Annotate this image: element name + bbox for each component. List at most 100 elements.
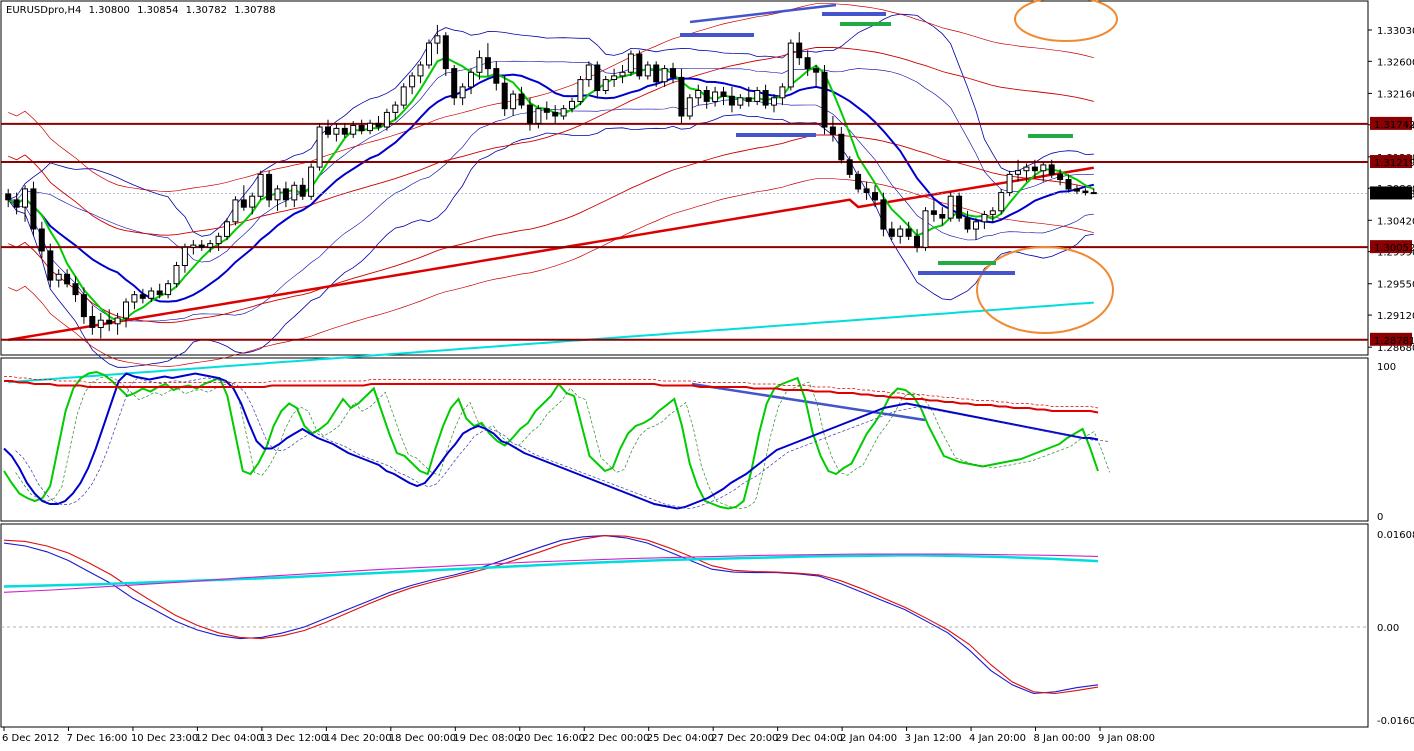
candle <box>888 228 895 237</box>
candle <box>661 68 668 83</box>
candle <box>771 97 777 106</box>
candle <box>493 68 500 84</box>
price-tick-label: 1.30420 <box>1377 216 1414 227</box>
level-label-box <box>1370 332 1412 346</box>
candle <box>745 97 752 102</box>
bollinger-mid-upper <box>8 60 1094 263</box>
price-tick-label: 1.32600 <box>1377 57 1414 68</box>
candle <box>619 71 626 77</box>
candle <box>299 184 306 197</box>
candle <box>1040 164 1047 172</box>
candle <box>350 125 357 135</box>
price-tick-label: 1.29120 <box>1377 311 1414 322</box>
stochastic-trendline <box>691 382 926 422</box>
candle <box>914 235 920 248</box>
stochastic-ma-signal <box>4 376 1099 409</box>
horizontal-levels <box>1 122 1368 341</box>
candle <box>653 64 660 83</box>
candle <box>981 214 988 223</box>
candle <box>1006 173 1013 194</box>
bollinger-lower <box>7 114 1094 368</box>
candle <box>1023 166 1030 172</box>
trendline-top <box>689 3 837 24</box>
level-label: 1.30052 <box>1374 243 1414 254</box>
current-price-box <box>1370 186 1412 200</box>
candle <box>956 195 963 219</box>
candle <box>198 244 205 248</box>
price-tick-label: 1.32160 <box>1377 89 1414 100</box>
time-tick-label: 10 Dec 23:00 <box>131 733 198 744</box>
candle <box>947 195 954 219</box>
oscillator-tick-label: 0.016086 <box>1377 530 1414 541</box>
candle <box>97 319 104 329</box>
price-panel[interactable] <box>0 0 1369 356</box>
candle <box>240 199 247 208</box>
oscillator-tick-label: -0.01608 <box>1377 716 1414 727</box>
candle <box>106 319 113 325</box>
candle <box>964 217 971 230</box>
candle <box>922 210 929 248</box>
annotation-circle-top <box>1014 0 1118 42</box>
candles <box>5 24 1097 339</box>
candle <box>232 199 239 223</box>
candle <box>131 294 138 303</box>
candle <box>787 42 794 88</box>
time-tick-label: 18 Dec 00:00 <box>389 733 456 744</box>
candle <box>1015 170 1021 175</box>
bollinger-upper <box>8 13 1094 237</box>
candle <box>114 317 121 325</box>
candle <box>703 90 710 102</box>
candle <box>627 53 634 73</box>
candle <box>156 290 163 296</box>
cyan-moving-average <box>8 301 1094 384</box>
candle <box>375 122 382 128</box>
current-price-label: 1.30788 <box>1374 189 1414 200</box>
candle <box>308 166 315 197</box>
header-low: 1.30782 <box>186 5 227 16</box>
oscillator-lines <box>1 535 1368 695</box>
annotation-circle-bottom <box>976 246 1114 334</box>
price-tick-label: 1.29550 <box>1377 280 1414 291</box>
candle <box>1065 179 1072 190</box>
candle <box>560 108 567 117</box>
time-tick-label: 13 Dec 12:00 <box>260 733 327 744</box>
candle <box>695 90 702 99</box>
envelope-lower-2 <box>8 178 1094 367</box>
candle <box>1057 173 1064 180</box>
candle <box>501 82 508 110</box>
candle <box>510 93 517 110</box>
candle <box>47 250 54 281</box>
time-tick-label: 7 Dec 16:00 <box>66 733 127 744</box>
stochastic-d-signal <box>15 377 1110 510</box>
candle <box>1048 164 1055 175</box>
candle <box>728 95 735 106</box>
candle <box>872 192 878 201</box>
candle <box>123 301 129 319</box>
candle <box>72 283 79 296</box>
candle <box>165 283 172 296</box>
slow-moving-average <box>7 73 1095 303</box>
candle <box>442 35 449 70</box>
candle <box>737 97 744 106</box>
candle <box>249 195 256 208</box>
time-tick-label: 22 Dec 00:00 <box>582 733 649 744</box>
candle <box>939 214 946 219</box>
header-close: 1.30788 <box>234 5 275 16</box>
candle <box>998 192 1005 212</box>
price-tick-label: 1.33030 <box>1377 26 1414 37</box>
level-label-box <box>1370 116 1412 130</box>
candle <box>274 188 281 201</box>
candle <box>526 104 533 124</box>
candle <box>594 64 601 91</box>
candle <box>905 228 912 237</box>
candle <box>712 91 719 102</box>
candle <box>804 57 811 70</box>
time-tick-label: 20 Dec 16:00 <box>518 733 585 744</box>
stochastic-ma-line <box>4 380 1099 414</box>
oscillator-blue-line <box>3 535 1099 695</box>
candle <box>417 64 424 77</box>
candle <box>518 93 525 106</box>
level-label-box <box>1370 240 1412 254</box>
